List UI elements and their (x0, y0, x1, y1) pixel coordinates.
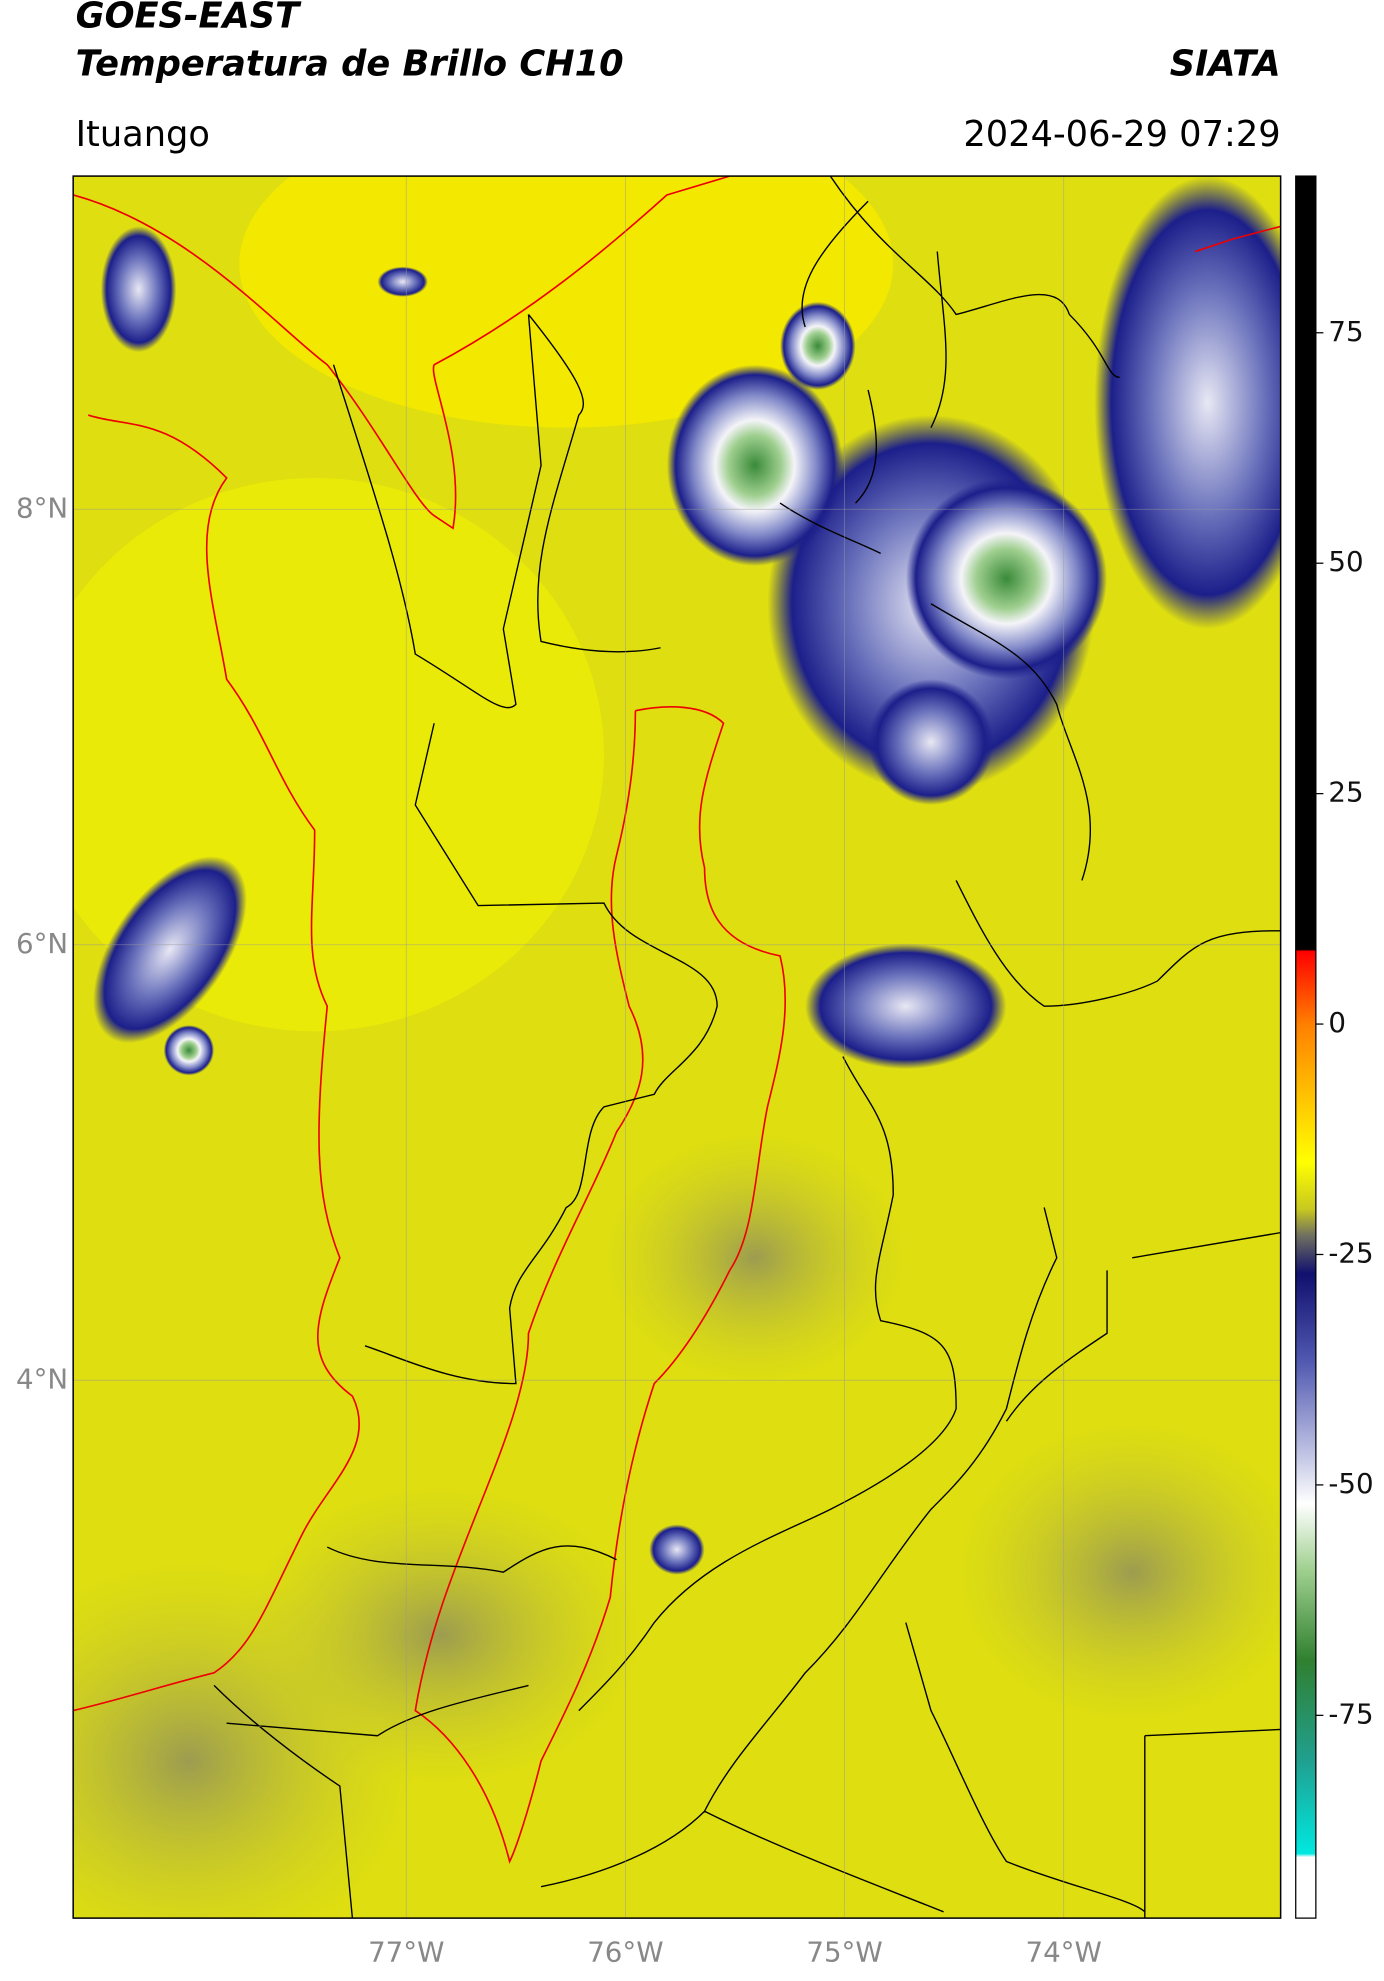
colorbar-tick-label: -75 (1328, 1697, 1373, 1730)
map-frame (72, 175, 1282, 1919)
lat-tick-label: 4°N (16, 1362, 68, 1395)
lat-tick-label: 6°N (16, 927, 68, 960)
subtitle: Temperatura de Brillo CH10 (76, 43, 624, 84)
title: GOES-EAST (76, 0, 302, 37)
lon-tick-label: 75°W (806, 1935, 882, 1968)
datetime: 2024-06-29 07:29 (963, 114, 1280, 155)
lon-tick-label: 74°W (1026, 1935, 1102, 1968)
map (73, 176, 1281, 1919)
colorbar-tick-label: -25 (1328, 1236, 1373, 1269)
source: SIATA (1170, 43, 1281, 84)
colorbar-tick-label: 50 (1328, 545, 1363, 578)
lat-tick-label: 8°N (16, 491, 68, 524)
lon-tick-label: 76°W (587, 1935, 663, 1968)
colorbar-tick-label: 75 (1328, 315, 1363, 348)
location: Ituango (76, 114, 210, 155)
colorbar-tick-label: 25 (1328, 776, 1363, 809)
lon-tick-label: 77°W (368, 1935, 444, 1968)
colorbar-tick-label: -50 (1328, 1467, 1373, 1500)
colorbar-tick-label: 0 (1328, 1006, 1346, 1039)
colorbar (1295, 175, 1317, 1919)
